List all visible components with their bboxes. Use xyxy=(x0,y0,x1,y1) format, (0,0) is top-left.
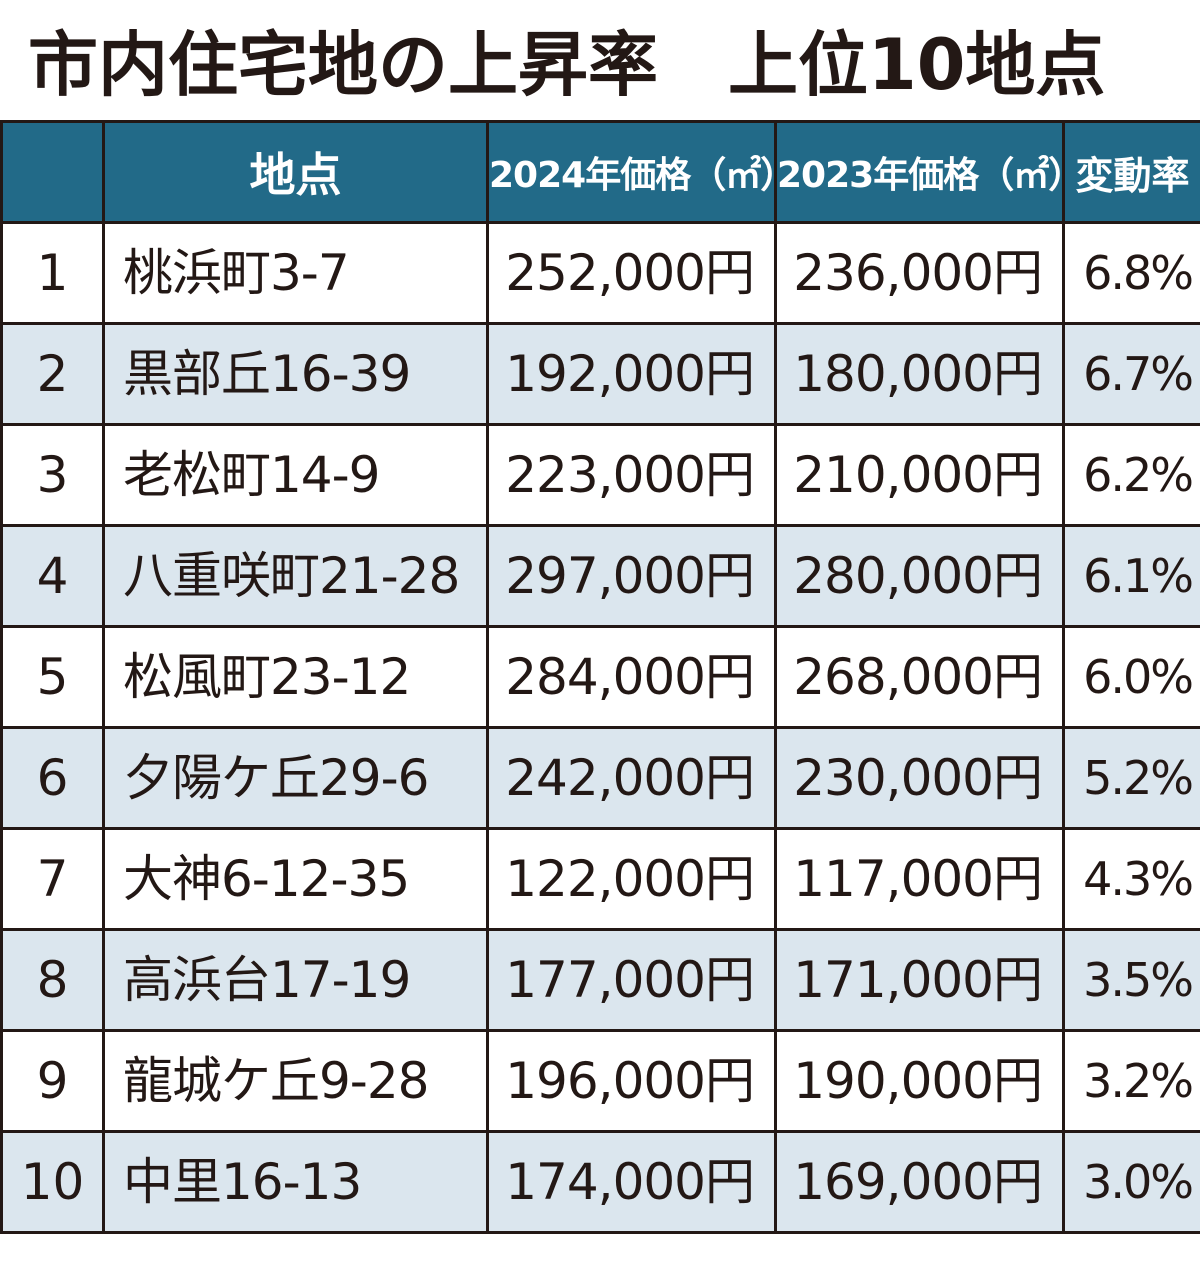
place-cell: 高浜台17-19 xyxy=(104,930,488,1031)
price-2024-cell: 196,000円 xyxy=(488,1031,776,1132)
price-2023-cell: 171,000円 xyxy=(776,930,1064,1031)
rate-cell: 3.0% xyxy=(1064,1132,1200,1233)
table-row: 3 老松町14-9 223,000円 210,000円 6.2% xyxy=(2,425,1200,526)
place-cell: 夕陽ケ丘29-6 xyxy=(104,728,488,829)
table-row: 7 大神6-12-35 122,000円 117,000円 4.3% xyxy=(2,829,1200,930)
rank-cell: 9 xyxy=(2,1031,104,1132)
price-2024-cell: 177,000円 xyxy=(488,930,776,1031)
rank-cell: 4 xyxy=(2,526,104,627)
price-2023-cell: 190,000円 xyxy=(776,1031,1064,1132)
price-2024-cell: 252,000円 xyxy=(488,223,776,324)
rate-cell: 6.2% xyxy=(1064,425,1200,526)
price-2023-cell: 280,000円 xyxy=(776,526,1064,627)
price-2023-cell: 230,000円 xyxy=(776,728,1064,829)
table-row: 5 松風町23-12 284,000円 268,000円 6.0% xyxy=(2,627,1200,728)
price-2023-cell: 180,000円 xyxy=(776,324,1064,425)
price-2024-cell: 297,000円 xyxy=(488,526,776,627)
rate-cell: 3.5% xyxy=(1064,930,1200,1031)
header-place: 地点 xyxy=(104,122,488,223)
price-2024-cell: 174,000円 xyxy=(488,1132,776,1233)
place-cell: 中里16-13 xyxy=(104,1132,488,1233)
header-rank xyxy=(2,122,104,223)
place-cell: 龍城ケ丘9-28 xyxy=(104,1031,488,1132)
rank-cell: 1 xyxy=(2,223,104,324)
rate-cell: 6.0% xyxy=(1064,627,1200,728)
rank-cell: 2 xyxy=(2,324,104,425)
rank-cell: 5 xyxy=(2,627,104,728)
table-row: 4 八重咲町21-28 297,000円 280,000円 6.1% xyxy=(2,526,1200,627)
rate-cell: 5.2% xyxy=(1064,728,1200,829)
rank-cell: 8 xyxy=(2,930,104,1031)
header-price-2024: 2024年価格（㎡） xyxy=(488,122,776,223)
place-cell: 黒部丘16-39 xyxy=(104,324,488,425)
rate-cell: 4.3% xyxy=(1064,829,1200,930)
header-price-2023: 2023年価格（㎡） xyxy=(776,122,1064,223)
table-row: 2 黒部丘16-39 192,000円 180,000円 6.7% xyxy=(2,324,1200,425)
price-2023-cell: 117,000円 xyxy=(776,829,1064,930)
price-2024-cell: 242,000円 xyxy=(488,728,776,829)
header-rate: 変動率 xyxy=(1064,122,1200,223)
price-2023-cell: 210,000円 xyxy=(776,425,1064,526)
place-cell: 八重咲町21-28 xyxy=(104,526,488,627)
rate-cell: 6.1% xyxy=(1064,526,1200,627)
page-title: 市内住宅地の上昇率 上位10地点 xyxy=(28,20,1188,110)
place-cell: 桃浜町3-7 xyxy=(104,223,488,324)
price-2023-cell: 236,000円 xyxy=(776,223,1064,324)
place-cell: 松風町23-12 xyxy=(104,627,488,728)
table-row: 6 夕陽ケ丘29-6 242,000円 230,000円 5.2% xyxy=(2,728,1200,829)
table-row: 8 高浜台17-19 177,000円 171,000円 3.5% xyxy=(2,930,1200,1031)
rank-cell: 10 xyxy=(2,1132,104,1233)
table-row: 9 龍城ケ丘9-28 196,000円 190,000円 3.2% xyxy=(2,1031,1200,1132)
price-2024-cell: 284,000円 xyxy=(488,627,776,728)
ranking-table: 地点 2024年価格（㎡） 2023年価格（㎡） 変動率 1 桃浜町3-7 25… xyxy=(0,120,1200,1234)
place-cell: 老松町14-9 xyxy=(104,425,488,526)
rank-cell: 3 xyxy=(2,425,104,526)
price-2024-cell: 223,000円 xyxy=(488,425,776,526)
table-row: 1 桃浜町3-7 252,000円 236,000円 6.8% xyxy=(2,223,1200,324)
rate-cell: 6.8% xyxy=(1064,223,1200,324)
place-cell: 大神6-12-35 xyxy=(104,829,488,930)
rank-cell: 7 xyxy=(2,829,104,930)
rate-cell: 3.2% xyxy=(1064,1031,1200,1132)
price-2024-cell: 122,000円 xyxy=(488,829,776,930)
rank-cell: 6 xyxy=(2,728,104,829)
table-header-row: 地点 2024年価格（㎡） 2023年価格（㎡） 変動率 xyxy=(2,122,1200,223)
price-2023-cell: 268,000円 xyxy=(776,627,1064,728)
rate-cell: 6.7% xyxy=(1064,324,1200,425)
price-2023-cell: 169,000円 xyxy=(776,1132,1064,1233)
table-row: 10 中里16-13 174,000円 169,000円 3.0% xyxy=(2,1132,1200,1233)
price-2024-cell: 192,000円 xyxy=(488,324,776,425)
